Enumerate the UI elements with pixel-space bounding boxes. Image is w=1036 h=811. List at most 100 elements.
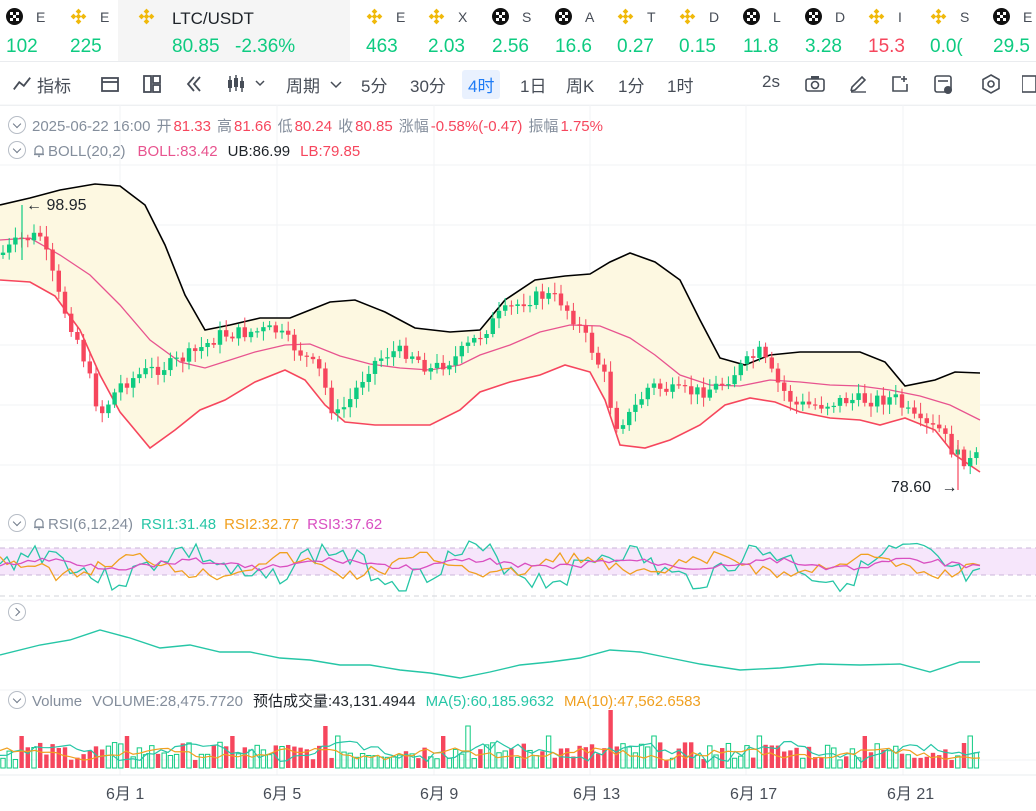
volume-bar bbox=[881, 750, 886, 768]
volume-bar bbox=[19, 736, 24, 768]
chart-type-icon[interactable] bbox=[226, 74, 266, 94]
volume-bar bbox=[100, 749, 105, 768]
ticker-item[interactable]: D 0.15 bbox=[673, 0, 735, 61]
volume-bar bbox=[521, 743, 526, 768]
interval-30m[interactable]: 30分 bbox=[410, 77, 446, 96]
candle-body bbox=[472, 337, 477, 343]
volume-bar bbox=[949, 759, 954, 768]
collapse-chevron-icon[interactable] bbox=[8, 691, 26, 709]
bell-icon[interactable] bbox=[32, 144, 46, 158]
interval-1d[interactable]: 1日 bbox=[520, 77, 547, 96]
interval-1min[interactable]: 1分 bbox=[618, 77, 645, 96]
collapse-chevron-icon[interactable] bbox=[8, 141, 26, 159]
candle-body bbox=[304, 355, 309, 357]
volume-bar bbox=[664, 759, 669, 768]
volume-bar bbox=[658, 742, 663, 768]
open-value: 81.33 bbox=[173, 118, 211, 135]
candle-body bbox=[589, 332, 595, 353]
ticker-item[interactable]: S 0.0( bbox=[924, 0, 986, 61]
template-icon[interactable] bbox=[933, 74, 955, 96]
volume-bar bbox=[292, 746, 297, 768]
volume-bar bbox=[514, 756, 521, 769]
candle-body bbox=[205, 342, 210, 348]
candle-body bbox=[137, 374, 142, 379]
binance-icon bbox=[617, 8, 634, 25]
candle-body bbox=[943, 428, 948, 434]
annotation-icon[interactable] bbox=[890, 74, 910, 94]
ticker-symbol: E bbox=[36, 9, 46, 25]
candle-body bbox=[267, 325, 272, 328]
indicators-button[interactable]: 指标 bbox=[37, 77, 71, 96]
boll-ub: UB:86.99 bbox=[227, 143, 291, 160]
okx-icon bbox=[993, 8, 1010, 25]
ticker-item[interactable]: E 463 bbox=[360, 0, 422, 61]
volume-bar bbox=[893, 745, 899, 769]
binance-icon bbox=[366, 8, 383, 25]
change-value: -0.58%(-0.47) bbox=[430, 118, 523, 135]
settings-icon[interactable] bbox=[981, 74, 1001, 94]
replay-icon[interactable] bbox=[184, 74, 204, 94]
interval-4h[interactable]: 4时 bbox=[462, 70, 501, 99]
ticker-item[interactable]: E 225 bbox=[64, 0, 126, 61]
volume-bar bbox=[434, 758, 440, 769]
period-button[interactable]: 周期 bbox=[286, 77, 320, 96]
interval-1w[interactable]: 周K bbox=[566, 77, 595, 96]
interval-5m[interactable]: 5分 bbox=[361, 77, 388, 96]
candle-body bbox=[348, 399, 353, 408]
rsi2-value: RSI2:32.77 bbox=[224, 516, 300, 533]
ticker-item[interactable]: T 0.27 bbox=[611, 0, 673, 61]
collapse-chevron-icon[interactable] bbox=[8, 116, 26, 134]
chevron-down-icon[interactable] bbox=[330, 80, 342, 90]
ticker-item[interactable]: E 102 bbox=[0, 0, 62, 61]
low-value: 80.24 bbox=[294, 118, 333, 135]
interval-1h[interactable]: 1时 bbox=[667, 77, 694, 96]
rsi3-line bbox=[0, 556, 981, 572]
layout-icon[interactable] bbox=[100, 74, 120, 94]
candle-body bbox=[961, 449, 967, 467]
refresh-interval[interactable]: 2s bbox=[762, 72, 780, 91]
camera-icon[interactable] bbox=[804, 74, 826, 94]
candle-body bbox=[751, 356, 756, 358]
rsi3-value: RSI3:37.62 bbox=[307, 516, 383, 533]
ticker-item[interactable]: D 3.28 bbox=[799, 0, 861, 61]
candle-body bbox=[813, 404, 818, 406]
candle-body bbox=[850, 399, 855, 404]
candle-body bbox=[323, 368, 328, 388]
candle-body bbox=[949, 433, 954, 455]
more-icon[interactable] bbox=[1022, 74, 1036, 94]
ticker-item[interactable]: S 2.56 bbox=[486, 0, 548, 61]
draw-pen-icon[interactable] bbox=[848, 74, 868, 94]
ticker-item[interactable]: E 29.5 bbox=[987, 0, 1036, 61]
candle-body bbox=[211, 342, 216, 345]
candle-body bbox=[565, 305, 570, 311]
volume-bar bbox=[161, 752, 167, 769]
candle-body bbox=[341, 407, 347, 410]
ticker-item[interactable]: L 11.8 bbox=[737, 0, 799, 61]
candle-body bbox=[509, 305, 514, 307]
ticker-item[interactable]: I 15.3 bbox=[862, 0, 924, 61]
ticker-symbol: D bbox=[835, 9, 846, 25]
indicator-icon[interactable] bbox=[12, 74, 32, 94]
bell-icon[interactable] bbox=[32, 517, 46, 531]
ticker-item[interactable]: A 16.6 bbox=[549, 0, 611, 61]
candle-body bbox=[403, 345, 409, 359]
candle-body bbox=[360, 381, 365, 388]
boll-band-fill bbox=[0, 184, 980, 472]
ticker-item[interactable]: X 2.03 bbox=[422, 0, 484, 61]
candle-body bbox=[31, 232, 37, 241]
volume-bar bbox=[608, 710, 613, 768]
volume-bar bbox=[794, 747, 799, 768]
active-ticker-ltc[interactable]: LTC/USDT 80.85 -2.36% bbox=[118, 0, 350, 61]
expand-chevron-icon[interactable] bbox=[8, 603, 26, 621]
candle-body bbox=[490, 318, 495, 335]
candle-body bbox=[230, 336, 235, 339]
candle-body bbox=[391, 351, 396, 358]
volume-bar bbox=[751, 757, 756, 768]
candle-body bbox=[162, 370, 167, 375]
volume-bar bbox=[788, 750, 793, 768]
collapse-chevron-icon[interactable] bbox=[8, 514, 26, 532]
ticker-price: 0.0( bbox=[930, 36, 963, 57]
split-view-icon[interactable] bbox=[142, 74, 162, 94]
candle-body bbox=[453, 356, 458, 366]
